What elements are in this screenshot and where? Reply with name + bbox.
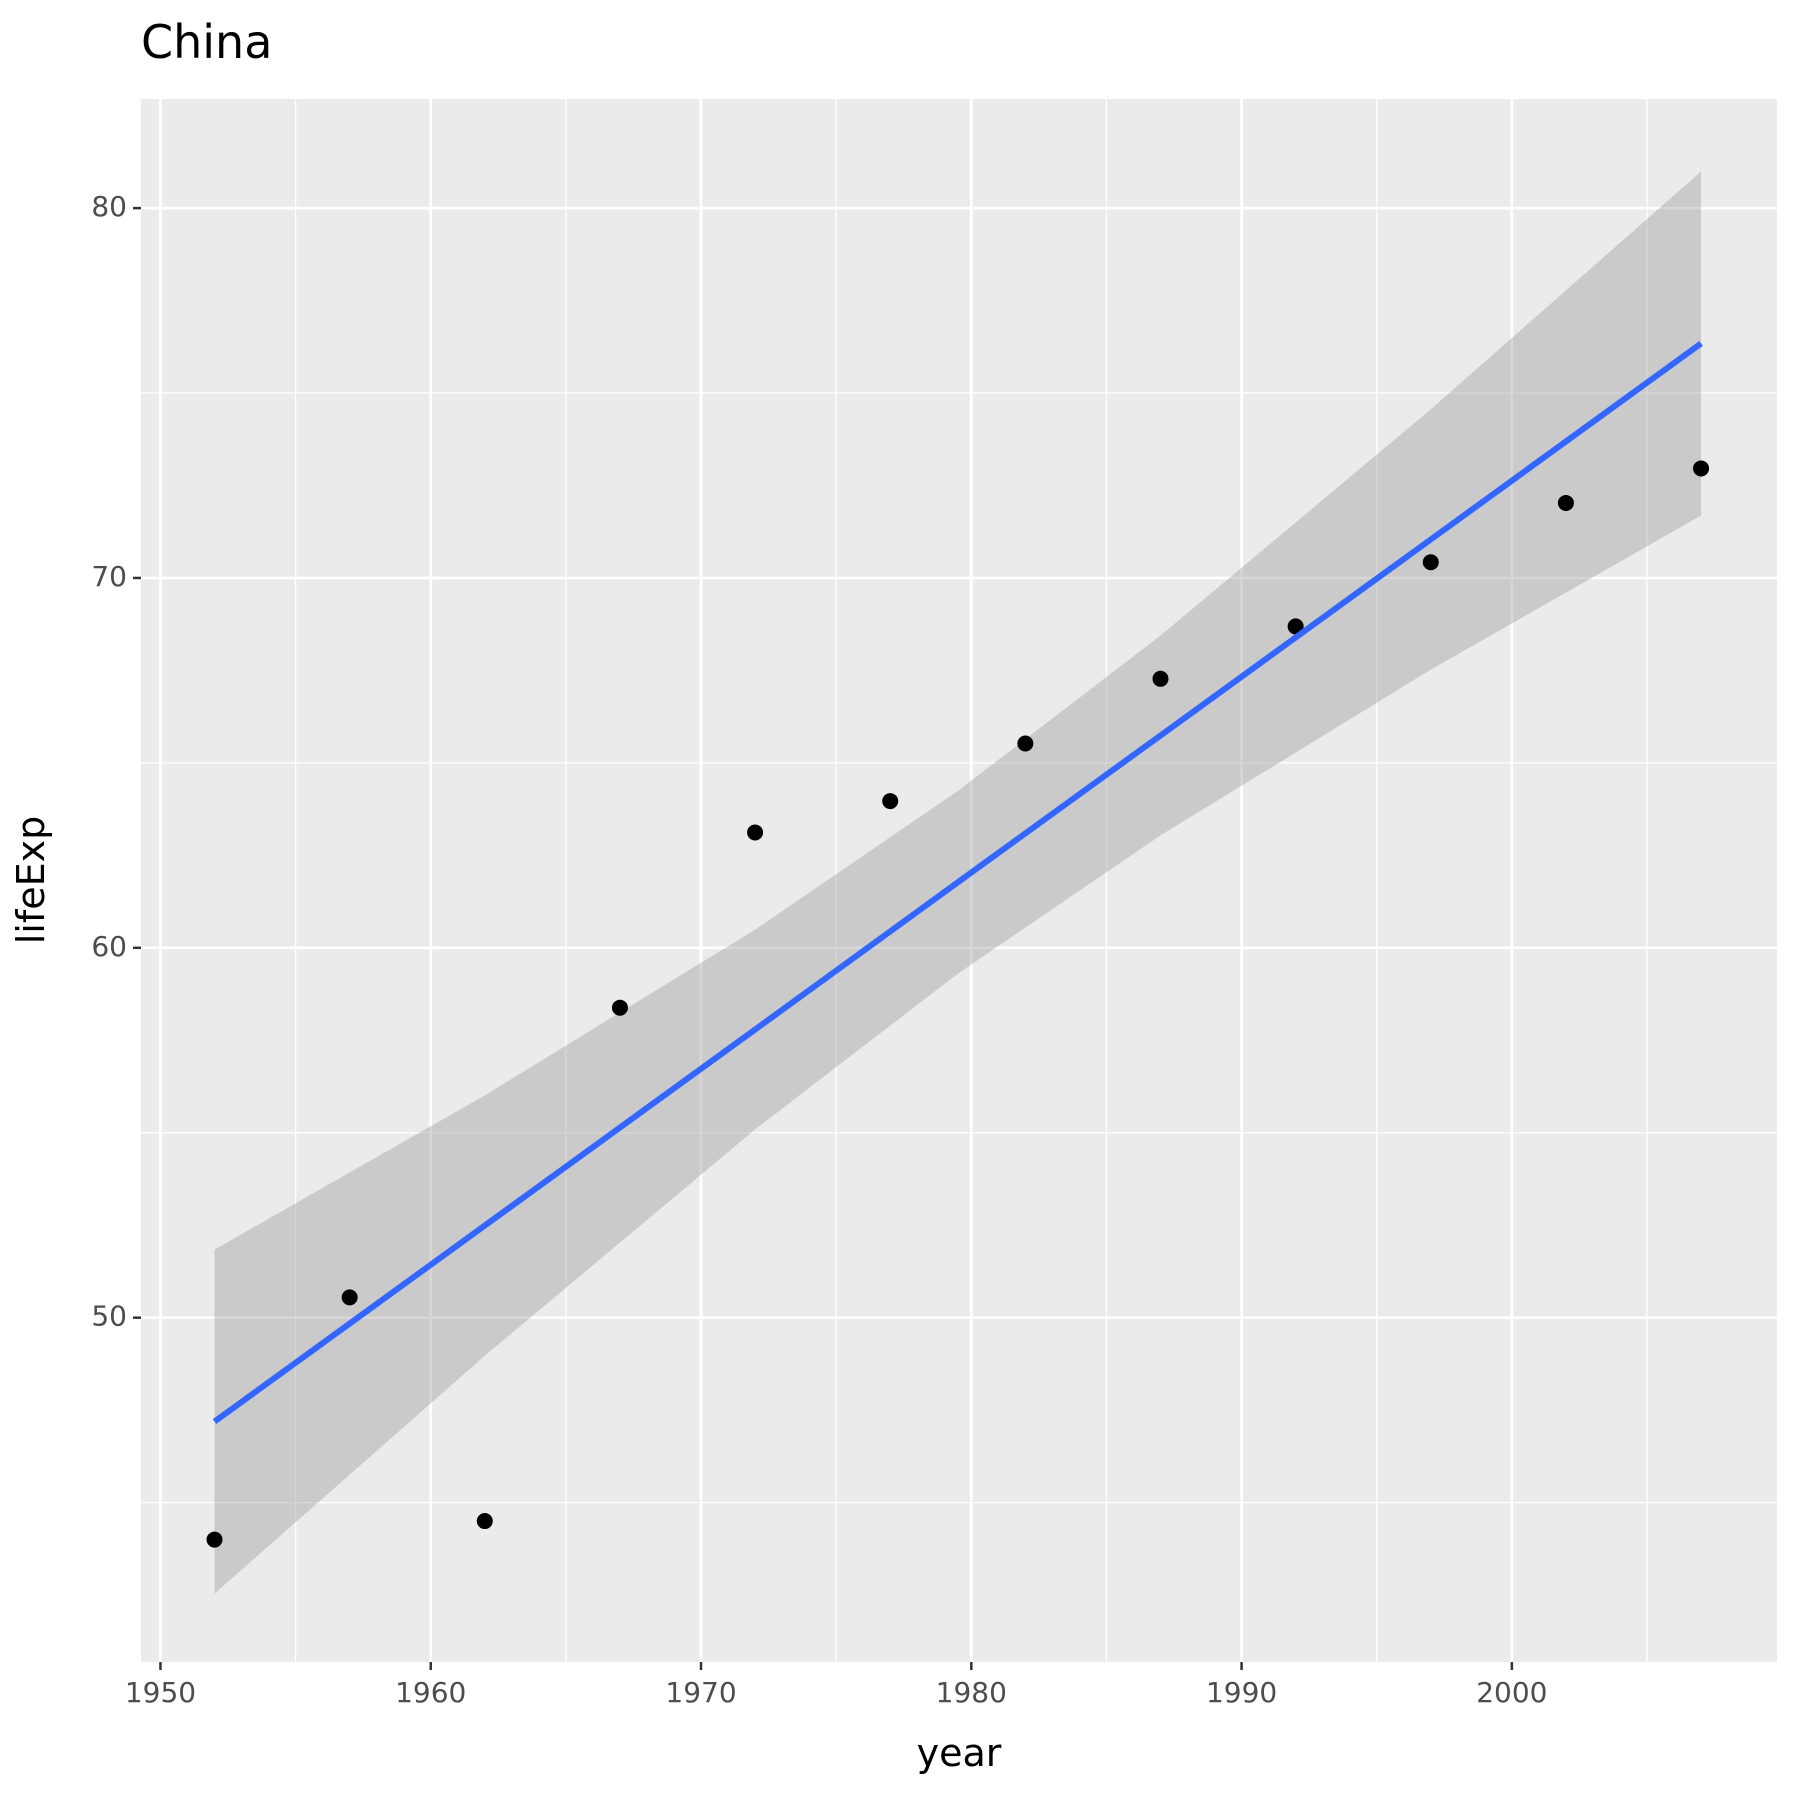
y-tick-label: 60 xyxy=(91,930,127,963)
x-tick-label: 1960 xyxy=(395,1676,466,1709)
y-axis-title: lifeExp xyxy=(9,816,53,945)
axes: 1950 1960 1970 1980 1990 2000 50 60 70 80 xyxy=(91,190,1547,1709)
x-axis-title: year xyxy=(917,1731,1002,1775)
y-tick-label: 80 xyxy=(91,190,127,223)
y-tick-label: 70 xyxy=(91,560,127,593)
point xyxy=(1557,494,1574,511)
point xyxy=(1422,554,1439,571)
y-tick-label: 50 xyxy=(91,1300,127,1333)
point xyxy=(341,1289,358,1306)
x-tick-label: 1950 xyxy=(125,1676,196,1709)
chart-title: China xyxy=(141,15,272,69)
x-tick-label: 1980 xyxy=(936,1676,1007,1709)
point xyxy=(747,824,764,841)
point xyxy=(476,1513,493,1530)
x-tick-label: 1970 xyxy=(665,1676,736,1709)
grid xyxy=(141,99,1777,1662)
point xyxy=(611,999,628,1016)
point xyxy=(882,793,899,810)
point xyxy=(1152,670,1169,687)
point xyxy=(1287,618,1304,635)
point xyxy=(206,1531,223,1548)
marks xyxy=(206,171,1710,1594)
x-tick-label: 1990 xyxy=(1206,1676,1277,1709)
x-tick-label: 2000 xyxy=(1476,1676,1547,1709)
point xyxy=(1017,735,1034,752)
point xyxy=(1693,460,1710,477)
fit-line xyxy=(212,341,1703,1425)
